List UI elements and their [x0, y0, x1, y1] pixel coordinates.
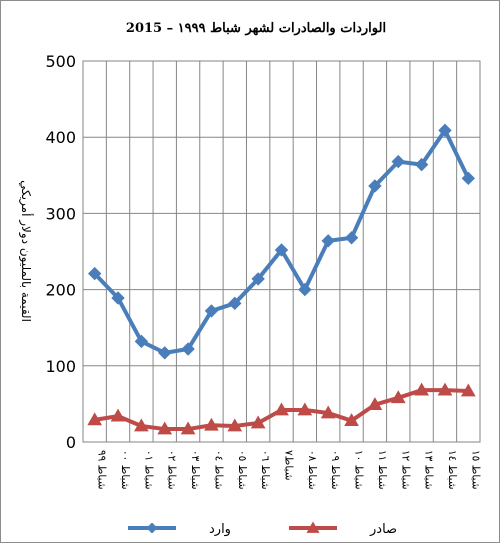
legend-item: وارد — [128, 522, 231, 537]
x-tick-label: شباط ١١ — [376, 450, 388, 490]
data-point-triangle — [414, 382, 429, 396]
y-tick-label: 300 — [45, 204, 76, 223]
data-point-triangle — [390, 390, 406, 404]
data-point-diamond — [204, 304, 219, 318]
legend-marker-diamond — [146, 522, 158, 534]
series-layer — [87, 123, 476, 435]
x-tick-label: شباط ٠٠ — [119, 450, 131, 490]
x-tick-label: شباط ٠٩ — [329, 450, 341, 490]
x-tick-label: شباط ٩٩ — [96, 450, 108, 490]
data-point-diamond — [274, 243, 289, 257]
data-point-diamond — [228, 296, 242, 311]
data-point-diamond — [344, 231, 359, 245]
data-point-diamond — [181, 342, 195, 356]
plot-area — [82, 60, 481, 443]
y-tick-label: 0 — [66, 433, 76, 452]
chart-title: الواردات والصادرات لشهر شباط ١٩٩٩ – 2015 — [126, 21, 386, 36]
data-point-triangle — [87, 412, 103, 426]
x-tick-label: شباط ١٤ — [446, 450, 458, 490]
data-point-triangle — [344, 413, 359, 427]
y-tick-label: 500 — [45, 52, 76, 71]
x-tick-label: شباط ١٥ — [469, 450, 481, 490]
series-1 — [87, 123, 476, 360]
data-point-diamond — [251, 272, 265, 286]
x-tick-label: شباط ٠٥ — [236, 450, 248, 490]
data-point-triangle — [180, 421, 196, 435]
legend-label: صادر — [369, 522, 397, 537]
legend: وارد صادر — [128, 521, 397, 537]
data-point-triangle — [320, 405, 336, 419]
x-tick-label: شباط ٠٤ — [212, 450, 224, 490]
data-point-diamond — [158, 346, 172, 360]
data-point-diamond — [414, 157, 429, 172]
x-tick-label: شباط ٠٨ — [306, 450, 318, 490]
series-2 — [87, 382, 476, 435]
legend-marker-triangle — [306, 521, 320, 533]
y-tick-label: 400 — [45, 128, 76, 147]
x-tick-label: شباط٧ — [283, 450, 295, 481]
data-point-diamond — [391, 154, 405, 169]
legend-item: صادر — [289, 521, 397, 537]
data-point-diamond — [438, 123, 452, 138]
y-tick-label: 100 — [45, 357, 76, 376]
x-tick-label: شباط ٠٣ — [189, 450, 201, 490]
data-point-triangle — [110, 408, 126, 422]
data-point-triangle — [204, 417, 219, 431]
series-line — [92, 128, 471, 355]
data-point-triangle — [274, 402, 289, 416]
legend-label: وارد — [209, 522, 231, 537]
data-point-triangle — [297, 402, 313, 416]
y-axis-ticks: 0 100 200 300 400 500 — [45, 52, 76, 452]
x-tick-label: شباط ١٠ — [353, 450, 365, 490]
x-tick-label: شباط ١٢ — [399, 450, 411, 490]
y-axis-label: القيمة بالمليون دولار أمريكي — [18, 180, 34, 322]
data-point-triangle — [367, 397, 383, 411]
data-point-triangle — [250, 415, 266, 429]
data-point-diamond — [134, 334, 149, 349]
data-point-diamond — [87, 266, 102, 281]
x-tick-label: شباط ٠١ — [142, 450, 154, 490]
data-point-diamond — [111, 291, 125, 305]
data-point-triangle — [227, 418, 243, 432]
data-point-triangle — [460, 383, 476, 397]
data-point-diamond — [298, 282, 312, 297]
data-point-triangle — [437, 382, 453, 396]
x-tick-label: شباط ١٣ — [423, 450, 435, 490]
data-point-triangle — [134, 418, 149, 432]
x-tick-label: شباط ٠٦ — [259, 450, 271, 490]
data-point-diamond — [368, 179, 382, 193]
data-point-triangle — [157, 421, 173, 435]
y-tick-label: 200 — [45, 281, 76, 300]
plot-border — [82, 60, 481, 443]
data-point-diamond — [321, 234, 335, 248]
data-point-diamond — [461, 171, 476, 186]
x-tick-label: شباط ٠٢ — [166, 450, 178, 490]
x-axis-ticks: شباط ٩٩ شباط ٠٠ شباط ٠١ شباط ٠٢ شباط ٠٣ شباط … — [96, 450, 482, 490]
